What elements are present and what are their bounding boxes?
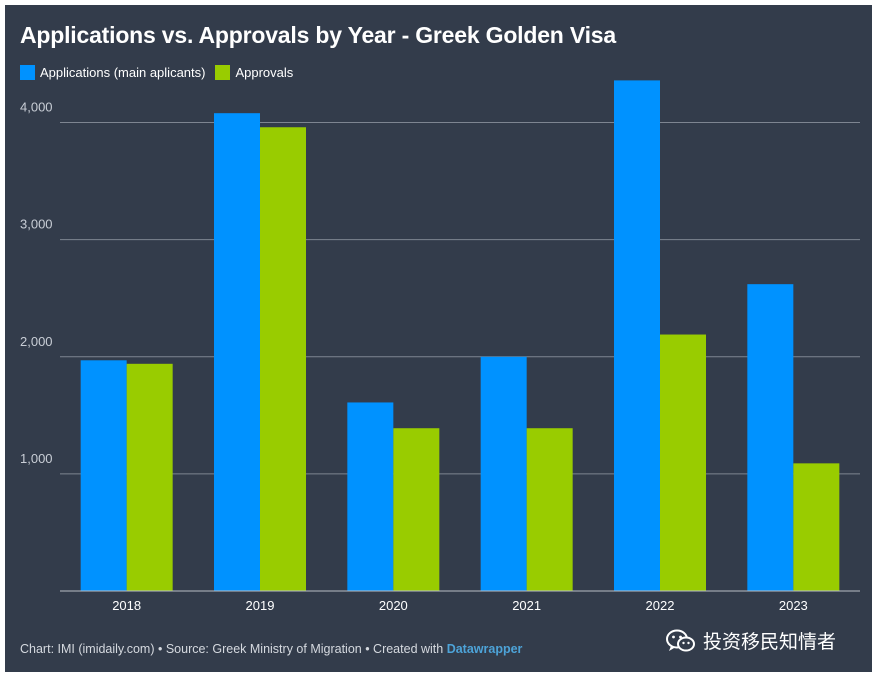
bar-applications-2021 xyxy=(480,356,527,591)
bar-applications-2018 xyxy=(80,360,127,591)
legend: Applications (main aplicants) Approvals xyxy=(20,65,303,80)
x-tick-label: 2018 xyxy=(112,598,141,613)
watermark: 投资移民知情者 xyxy=(665,627,836,654)
chart-frame: Applications vs. Approvals by Year - Gre… xyxy=(5,5,872,672)
bar-applications-2019 xyxy=(214,113,260,591)
x-tick-label: 2021 xyxy=(512,598,541,613)
bar-applications-2020 xyxy=(347,402,394,591)
wechat-icon xyxy=(666,629,695,651)
footer: Chart: IMI (imidaily.com) • Source: Gree… xyxy=(20,642,522,656)
bar-applications-2023 xyxy=(747,284,794,591)
legend-item-approvals: Approvals xyxy=(215,65,293,80)
legend-item-applications: Applications (main aplicants) xyxy=(20,65,205,80)
bar-approvals-2018 xyxy=(126,363,173,591)
x-tick-label: 2020 xyxy=(379,598,408,613)
x-tick-label: 2023 xyxy=(779,598,808,613)
chart-title: Applications vs. Approvals by Year - Gre… xyxy=(20,22,616,48)
bar-chart: 1,000 2,000 3,000 4,000 2018 2019 2020 2021 2022… xyxy=(20,80,860,613)
footer-credit: Chart: IMI (imidaily.com) • Source: Gree… xyxy=(20,642,447,656)
legend-swatch-approvals xyxy=(215,65,231,80)
bar-approvals-2021 xyxy=(526,428,573,591)
bar-approvals-2023 xyxy=(793,463,840,591)
bar-approvals-2019 xyxy=(260,127,306,592)
watermark-text: 投资移民知情者 xyxy=(703,632,837,653)
bar-approvals-2022 xyxy=(660,334,706,591)
legend-label-approvals: Approvals xyxy=(235,65,294,80)
datawrapper-link[interactable]: Datawrapper xyxy=(446,642,523,656)
legend-label-applications: Applications (main aplicants) xyxy=(40,65,206,80)
bar-approvals-2020 xyxy=(393,428,440,591)
x-tick-label: 2019 xyxy=(246,598,275,613)
y-tick-label: 2,000 xyxy=(20,334,53,349)
y-tick-label: 3,000 xyxy=(20,217,53,232)
bar-applications-2022 xyxy=(614,80,660,591)
y-tick-label: 1,000 xyxy=(20,451,53,466)
legend-swatch-applications xyxy=(20,65,35,80)
y-tick-label: 4,000 xyxy=(20,100,53,115)
x-tick-label: 2022 xyxy=(646,598,675,613)
